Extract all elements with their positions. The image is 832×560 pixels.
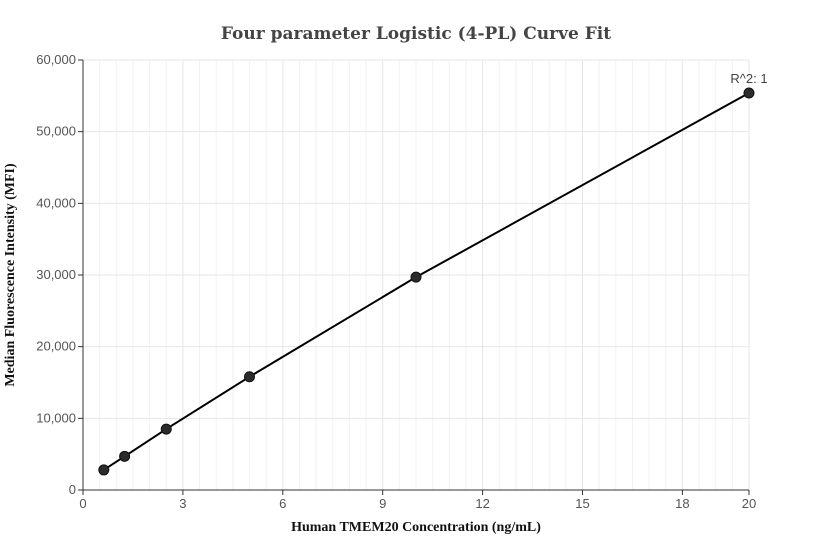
x-tick-label: 0 bbox=[79, 496, 86, 511]
x-tick-label: 15 bbox=[575, 496, 589, 511]
y-tick-label: 0 bbox=[69, 482, 76, 497]
y-tick-label: 20,000 bbox=[36, 339, 76, 354]
data-point bbox=[98, 464, 110, 476]
x-tick-label: 18 bbox=[675, 496, 689, 511]
x-tick-label: 9 bbox=[379, 496, 386, 511]
x-tick-label: 3 bbox=[179, 496, 186, 511]
x-axis-ticks: 0 3 6 9 12 15 18 20 bbox=[79, 490, 756, 511]
annotations: R^2: 1 bbox=[730, 71, 767, 86]
fit-curve bbox=[103, 92, 750, 471]
data-point bbox=[244, 371, 255, 383]
data-point bbox=[743, 87, 755, 99]
r-squared-annotation: R^2: 1 bbox=[730, 71, 767, 86]
series bbox=[98, 87, 755, 476]
y-axis-ticks: 0 10,000 20,000 30,000 40,000 50,000 60,000 bbox=[36, 52, 83, 497]
x-tick-label: 20 bbox=[742, 496, 756, 511]
x-tick-label: 12 bbox=[475, 496, 489, 511]
grid bbox=[83, 59, 750, 490]
x-axis-label: Human TMEM20 Concentration (ng/mL) bbox=[291, 520, 541, 535]
x-tick-label: 6 bbox=[279, 496, 286, 511]
y-axis-label: Median Fluorescence Intensity (MFI) bbox=[3, 163, 18, 387]
y-tick-label: 50,000 bbox=[36, 124, 76, 139]
y-tick-label: 60,000 bbox=[36, 52, 76, 67]
data-point bbox=[410, 271, 422, 283]
y-tick-label: 30,000 bbox=[36, 267, 76, 282]
y-tick-label: 40,000 bbox=[36, 195, 76, 210]
data-point bbox=[119, 450, 131, 462]
chart-title: Four parameter Logistic (4-PL) Curve Fit bbox=[221, 24, 611, 44]
data-point bbox=[160, 423, 172, 435]
y-tick-label: 10,000 bbox=[36, 410, 76, 425]
